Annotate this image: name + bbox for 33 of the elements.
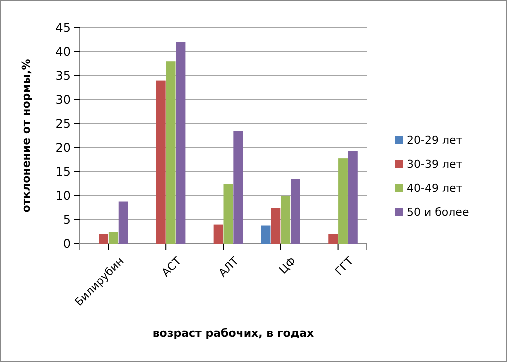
bar <box>166 62 176 244</box>
y-tick-label: 30 <box>56 92 71 107</box>
legend-label: 30-39 лет <box>407 158 464 171</box>
bar <box>176 42 186 244</box>
y-tick-label: 0 <box>63 236 71 251</box>
bar <box>156 80 166 244</box>
bar <box>281 196 291 244</box>
legend-label: 50 и более <box>407 206 470 219</box>
bar <box>118 202 128 244</box>
bar <box>291 179 300 244</box>
x-axis-title: возраст рабочих, в годах <box>152 327 314 340</box>
y-tick-label: 45 <box>56 20 71 35</box>
y-tick-label: 25 <box>56 116 71 131</box>
y-tick-label: 35 <box>56 68 71 83</box>
bar <box>348 151 358 244</box>
legend-label: 20-29 лет <box>407 134 464 147</box>
y-tick-label: 5 <box>63 212 71 227</box>
bar <box>328 234 338 244</box>
bar <box>234 131 244 244</box>
y-tick-label: 40 <box>56 44 71 59</box>
bar <box>108 232 118 244</box>
y-tick-label: 10 <box>56 188 71 203</box>
bar <box>214 224 224 244</box>
x-tick-label: ЦФ <box>276 254 299 277</box>
y-tick-label: 15 <box>56 164 71 179</box>
legend-label: 40-49 лет <box>407 182 464 195</box>
bar <box>261 226 271 244</box>
bar <box>338 158 348 244</box>
bar <box>99 234 108 244</box>
bar <box>271 208 281 244</box>
bar <box>224 184 234 244</box>
y-tick-label: 20 <box>56 140 71 155</box>
y-axis-title: отклонение от нормы,% <box>20 59 33 213</box>
